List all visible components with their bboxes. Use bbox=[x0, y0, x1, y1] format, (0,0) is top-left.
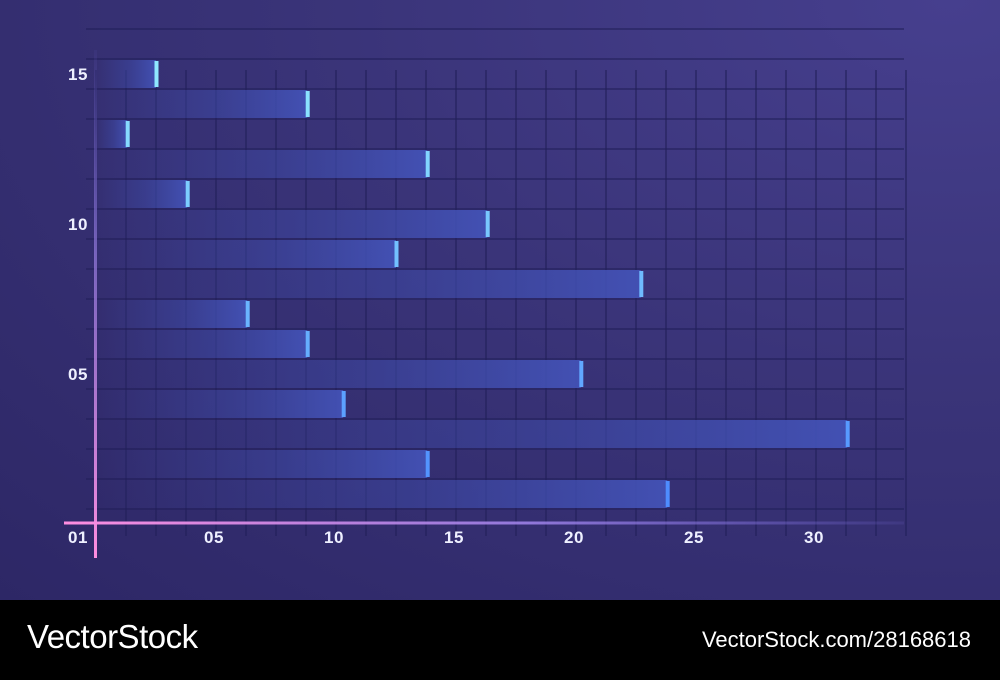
bar-end-cap bbox=[305, 331, 310, 357]
bar-end-cap bbox=[394, 241, 399, 267]
tick-labels: 01 05 10 15 20 25 30 05 10 15 bbox=[68, 65, 824, 547]
x-tick-label: 05 bbox=[204, 528, 224, 547]
x-axis-line bbox=[64, 521, 904, 525]
y-axis-line bbox=[94, 50, 97, 558]
bar bbox=[96, 90, 308, 118]
x-tick-label: 20 bbox=[564, 528, 584, 547]
bar-end-cap bbox=[665, 481, 670, 507]
bar bbox=[96, 390, 344, 418]
bar-end-cap bbox=[185, 181, 190, 207]
bar-end-cap bbox=[341, 391, 346, 417]
bar-end-cap bbox=[425, 451, 430, 477]
x-tick-label: 25 bbox=[684, 528, 704, 547]
bar bbox=[96, 150, 428, 178]
y-tick-label: 05 bbox=[68, 365, 88, 384]
chart-panel: 01 05 10 15 20 25 30 05 10 15 bbox=[0, 0, 1000, 600]
watermark-bar bbox=[0, 600, 1000, 680]
bar-end-cap bbox=[639, 271, 644, 297]
bar bbox=[96, 210, 488, 238]
x-tick-label: 10 bbox=[324, 528, 344, 547]
watermark-brand: VectorStock bbox=[27, 618, 198, 655]
bar bbox=[96, 450, 428, 478]
bar bbox=[96, 180, 188, 208]
x-tick-label: 15 bbox=[444, 528, 464, 547]
bar-end-cap bbox=[305, 91, 310, 117]
bar bbox=[96, 360, 581, 388]
bar-end-cap bbox=[245, 301, 250, 327]
bar bbox=[96, 300, 248, 328]
axes bbox=[64, 50, 904, 558]
bars bbox=[96, 60, 850, 508]
y-tick-label: 10 bbox=[68, 215, 88, 234]
bar bbox=[96, 420, 848, 448]
y-tick-label: 15 bbox=[68, 65, 88, 84]
bar bbox=[96, 120, 128, 148]
bar-end-cap bbox=[845, 421, 850, 447]
bar-end-cap bbox=[485, 211, 490, 237]
bar-end-cap bbox=[154, 61, 159, 87]
bar-chart: 01 05 10 15 20 25 30 05 10 15 bbox=[64, 28, 907, 558]
bar bbox=[96, 60, 156, 88]
watermark-image-url: VectorStock.com/28168618 bbox=[701, 627, 971, 652]
grid bbox=[86, 28, 907, 536]
bar-end-cap bbox=[125, 121, 130, 147]
x-tick-label: 30 bbox=[804, 528, 824, 547]
bar bbox=[96, 240, 396, 268]
bar-end-cap bbox=[425, 151, 430, 177]
bar-end-cap bbox=[579, 361, 584, 387]
bar bbox=[96, 480, 668, 508]
bar bbox=[96, 330, 308, 358]
bar bbox=[96, 270, 641, 298]
x-tick-label: 01 bbox=[68, 528, 88, 547]
